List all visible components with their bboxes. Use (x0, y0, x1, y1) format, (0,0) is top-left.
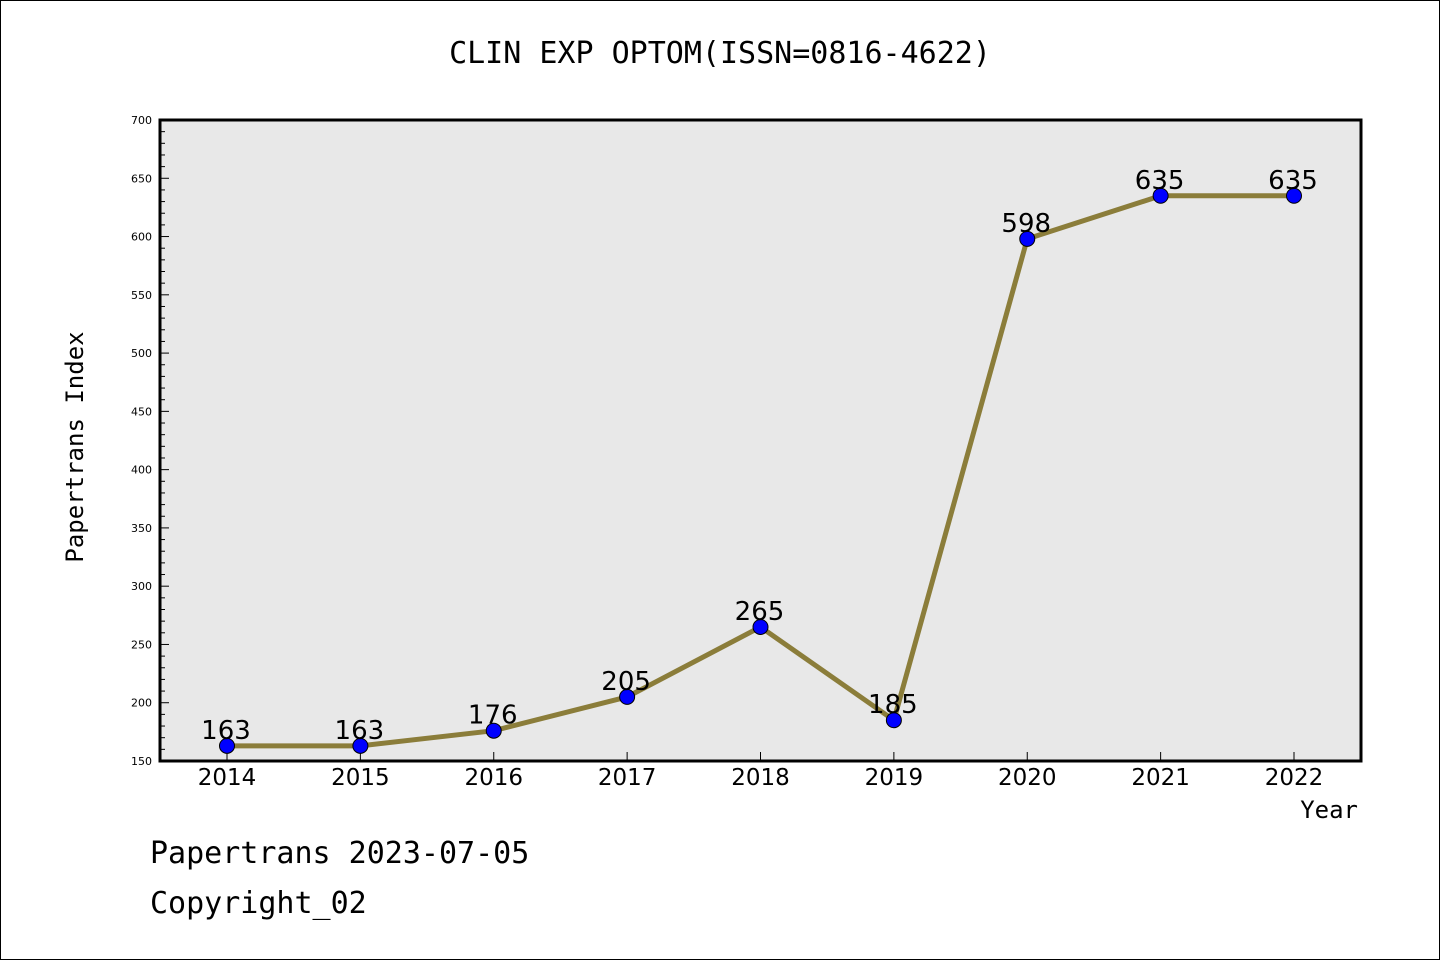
y-tick-label: 250 (131, 638, 152, 651)
x-axis-ticks: 2014 2015 2016 2017 2018 2019 2020 2021 2022 (198, 752, 1324, 791)
data-point (1152, 187, 1169, 204)
chart-title: CLIN EXP OPTOM(ISSN=0816-4622) (449, 36, 991, 71)
x-tick-label: 2020 (998, 765, 1057, 791)
footer-date: Papertrans 2023-07-05 (150, 836, 530, 871)
data-point (219, 737, 235, 754)
y-tick-label: 700 (131, 114, 152, 127)
y-tick-label: 150 (131, 755, 152, 768)
x-tick-label: 2021 (1131, 765, 1190, 791)
data-point (885, 712, 902, 729)
x-tick-label: 2019 (865, 765, 924, 791)
data-label: 635 (1268, 166, 1318, 196)
data-label: 163 (335, 716, 385, 746)
y-tick-label: 600 (131, 231, 152, 244)
y-tick-label: 550 (131, 289, 152, 302)
data-points (219, 187, 1302, 754)
data-point (1019, 230, 1036, 247)
x-tick-label: 2014 (198, 765, 257, 791)
y-tick-label: 500 (131, 347, 152, 360)
data-point (752, 618, 769, 635)
y-axis-ticks: 150 200 250 300 350 400 450 500 550 600 650 700 (131, 114, 169, 768)
footer-copyright: Copyright_02 (150, 886, 367, 921)
y-tick-label: 450 (131, 405, 152, 418)
data-label: 598 (1001, 209, 1051, 239)
plot-area (158, 118, 1363, 763)
y-tick-label: 350 (131, 522, 152, 535)
y-tick-label: 200 (131, 697, 152, 710)
data-label: 163 (201, 716, 251, 746)
x-tick-label: 2015 (331, 765, 390, 791)
data-labels: 163 163 176 205 265 185 598 635 635 (201, 166, 1318, 746)
y-tick-label: 400 (131, 464, 152, 477)
x-tick-label: 2022 (1265, 765, 1324, 791)
data-point (485, 722, 502, 739)
data-point (619, 688, 636, 705)
x-axis-label: Year (1300, 796, 1358, 824)
y-axis-label: Papertrans Index (61, 331, 89, 563)
data-label: 176 (468, 701, 518, 731)
y-tick-label: 650 (131, 172, 152, 185)
data-point (352, 737, 369, 754)
data-label: 205 (601, 667, 651, 697)
data-label: 635 (1135, 166, 1185, 196)
x-tick-label: 2017 (598, 765, 657, 791)
data-point (1286, 187, 1302, 204)
data-label: 185 (868, 690, 918, 720)
x-tick-label: 2016 (464, 765, 523, 791)
x-tick-label: 2018 (731, 765, 790, 791)
y-tick-label: 300 (131, 580, 152, 593)
data-label: 265 (735, 597, 785, 627)
